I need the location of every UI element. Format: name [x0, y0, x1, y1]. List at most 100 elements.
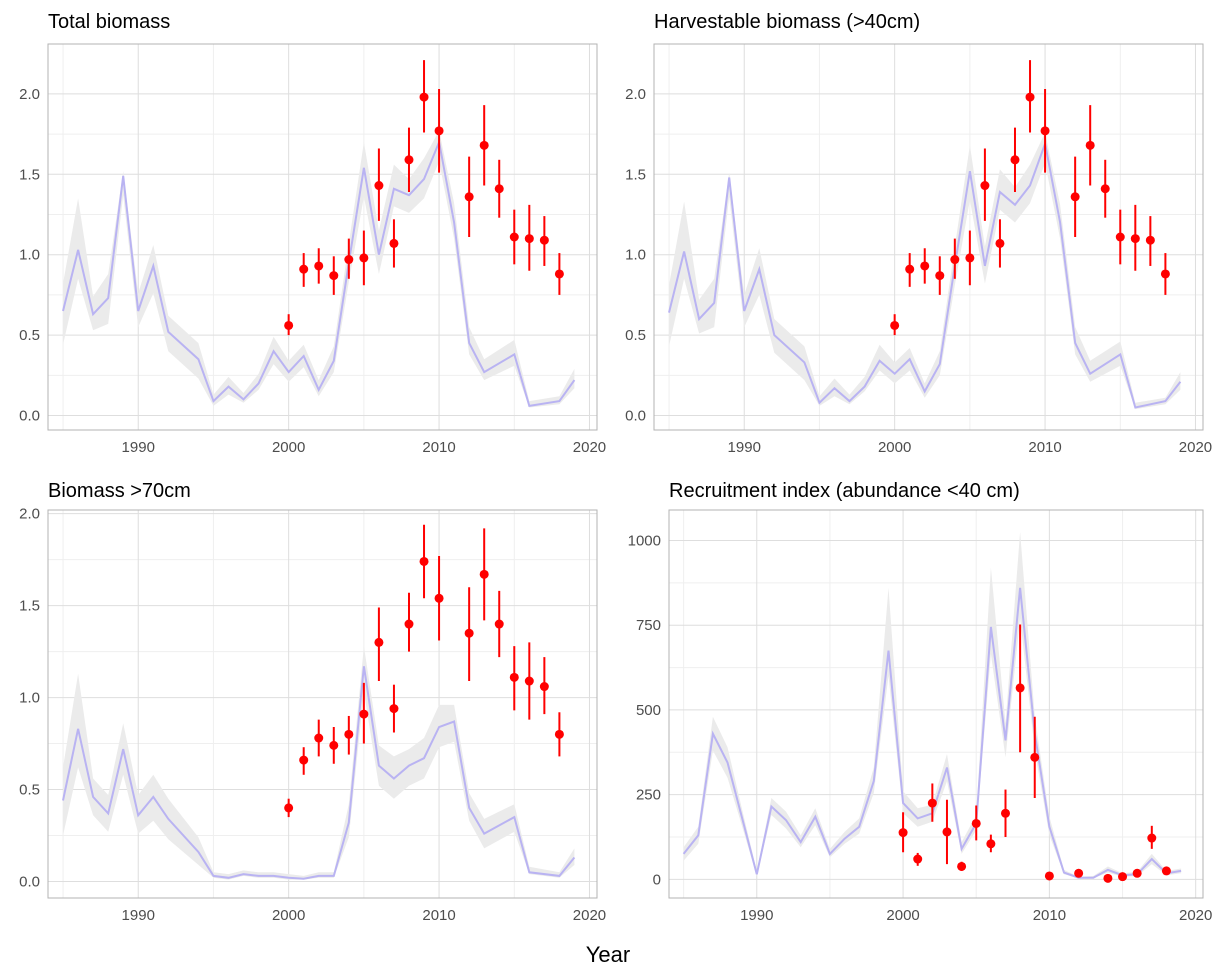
y-tick-label: 750	[636, 617, 661, 634]
observed-point	[971, 818, 981, 828]
observed-point	[284, 320, 294, 330]
observed-point	[524, 234, 534, 244]
y-tick-label: 1.5	[19, 166, 40, 183]
observed-point	[942, 827, 952, 837]
observed-point	[913, 854, 923, 864]
observed-point	[1130, 234, 1140, 244]
y-tick-label: 0.5	[19, 782, 40, 799]
observed-point	[980, 181, 990, 191]
observed-point	[524, 676, 534, 686]
observed-point	[1030, 752, 1040, 762]
observed-point	[905, 264, 915, 274]
model-estimate-line	[668, 139, 1182, 409]
observed-point	[1044, 871, 1054, 881]
observed-point	[479, 140, 489, 150]
observed-point	[1103, 873, 1113, 883]
x-tick-label: 1990	[122, 907, 155, 924]
observed-point	[1000, 808, 1010, 818]
y-tick-label: 1.5	[19, 598, 40, 615]
observed-point	[898, 828, 908, 838]
observed-point	[1015, 683, 1025, 693]
observed-point	[1115, 232, 1125, 242]
chart-panel-3: 0.0 0.5 1.0 1.5 2.0 1990 2000 2010 2020 Biomass >…	[19, 480, 606, 924]
x-tick-label: 2020	[573, 439, 606, 456]
y-tick-label: 250	[636, 787, 661, 804]
observed-point	[950, 255, 960, 265]
observed-point	[464, 192, 474, 202]
y-tick-label: 1.0	[19, 690, 40, 707]
chart-panel-1: 0.0 0.5 1.0 1.5 2.0 1990 2000 2010 2020 Total bio…	[19, 11, 606, 456]
observed-point	[284, 803, 294, 813]
y-tick-label: 2.0	[19, 506, 40, 523]
observed-point	[1118, 872, 1128, 882]
observed-point	[329, 740, 339, 750]
observed-point	[1161, 866, 1171, 876]
observed-point	[957, 861, 967, 871]
model-estimate-line	[682, 587, 1182, 879]
observed-point	[389, 704, 399, 714]
panel-title: Total biomass	[48, 11, 170, 33]
observed-point	[344, 729, 354, 739]
observed-point	[434, 593, 444, 603]
x-tick-label: 2000	[878, 439, 911, 456]
y-tick-label: 500	[636, 702, 661, 719]
observed-point	[509, 232, 519, 242]
observed-point	[1145, 235, 1155, 245]
observed-point	[299, 755, 309, 765]
observed-point	[404, 155, 414, 165]
x-tick-label: 2010	[1028, 439, 1061, 456]
observed-point	[314, 733, 324, 743]
y-tick-label: 0.5	[19, 327, 40, 344]
panel-title: Harvestable biomass (>40cm)	[654, 11, 920, 33]
observed-point	[995, 238, 1005, 248]
observed-point	[329, 271, 339, 281]
x-tick-label: 2020	[1179, 907, 1212, 924]
panel-border	[47, 509, 598, 899]
panel-title: Recruitment index (abundance <40 cm)	[669, 480, 1020, 502]
observed-point	[1160, 269, 1170, 279]
panel-border	[653, 43, 1204, 431]
x-tick-label: 1990	[122, 439, 155, 456]
observed-point	[509, 672, 519, 682]
observed-point	[374, 637, 384, 647]
observed-point	[1040, 126, 1050, 136]
x-tick-label: 2020	[573, 907, 606, 924]
observed-point	[299, 264, 309, 274]
observed-point	[419, 92, 429, 102]
observed-point	[359, 709, 369, 719]
observed-point	[359, 253, 369, 263]
x-tick-label: 2010	[422, 439, 455, 456]
x-tick-label: 2020	[1179, 439, 1212, 456]
observed-point	[494, 619, 504, 629]
observed-point	[464, 628, 474, 638]
chart-panel-4: 0 250 500 750 1000 1990 2000 2010 2020 Recruitmen…	[628, 480, 1213, 924]
y-tick-label: 0.0	[625, 408, 646, 425]
y-tick-label: 0.0	[19, 408, 40, 425]
observed-point	[539, 235, 549, 245]
model-estimate-line	[62, 666, 576, 880]
y-tick-label: 0	[653, 871, 661, 888]
observed-point	[419, 556, 429, 566]
chart-panel-2: 0.0 0.5 1.0 1.5 2.0 1990 2000 2010 2020 Harvestab…	[625, 11, 1212, 456]
observed-point	[1132, 868, 1142, 878]
observed-point	[927, 798, 937, 808]
y-tick-label: 0.5	[625, 327, 646, 344]
x-tick-label: 1990	[728, 439, 761, 456]
observed-point	[1010, 155, 1020, 165]
panel-border	[668, 509, 1204, 899]
confidence-band	[669, 132, 1181, 410]
observed-point	[1147, 833, 1157, 843]
observed-point	[1100, 184, 1110, 194]
observed-point	[1085, 140, 1095, 150]
observed-point	[374, 181, 384, 191]
observed-point	[935, 271, 945, 281]
model-estimate-line	[62, 138, 576, 408]
observed-point	[389, 238, 399, 248]
observed-point	[554, 269, 564, 279]
observed-point	[1074, 868, 1084, 878]
x-tick-label: 1990	[740, 907, 773, 924]
x-tick-label: 2010	[1033, 907, 1066, 924]
confidence-band	[63, 646, 575, 880]
y-tick-label: 1.0	[19, 247, 40, 264]
